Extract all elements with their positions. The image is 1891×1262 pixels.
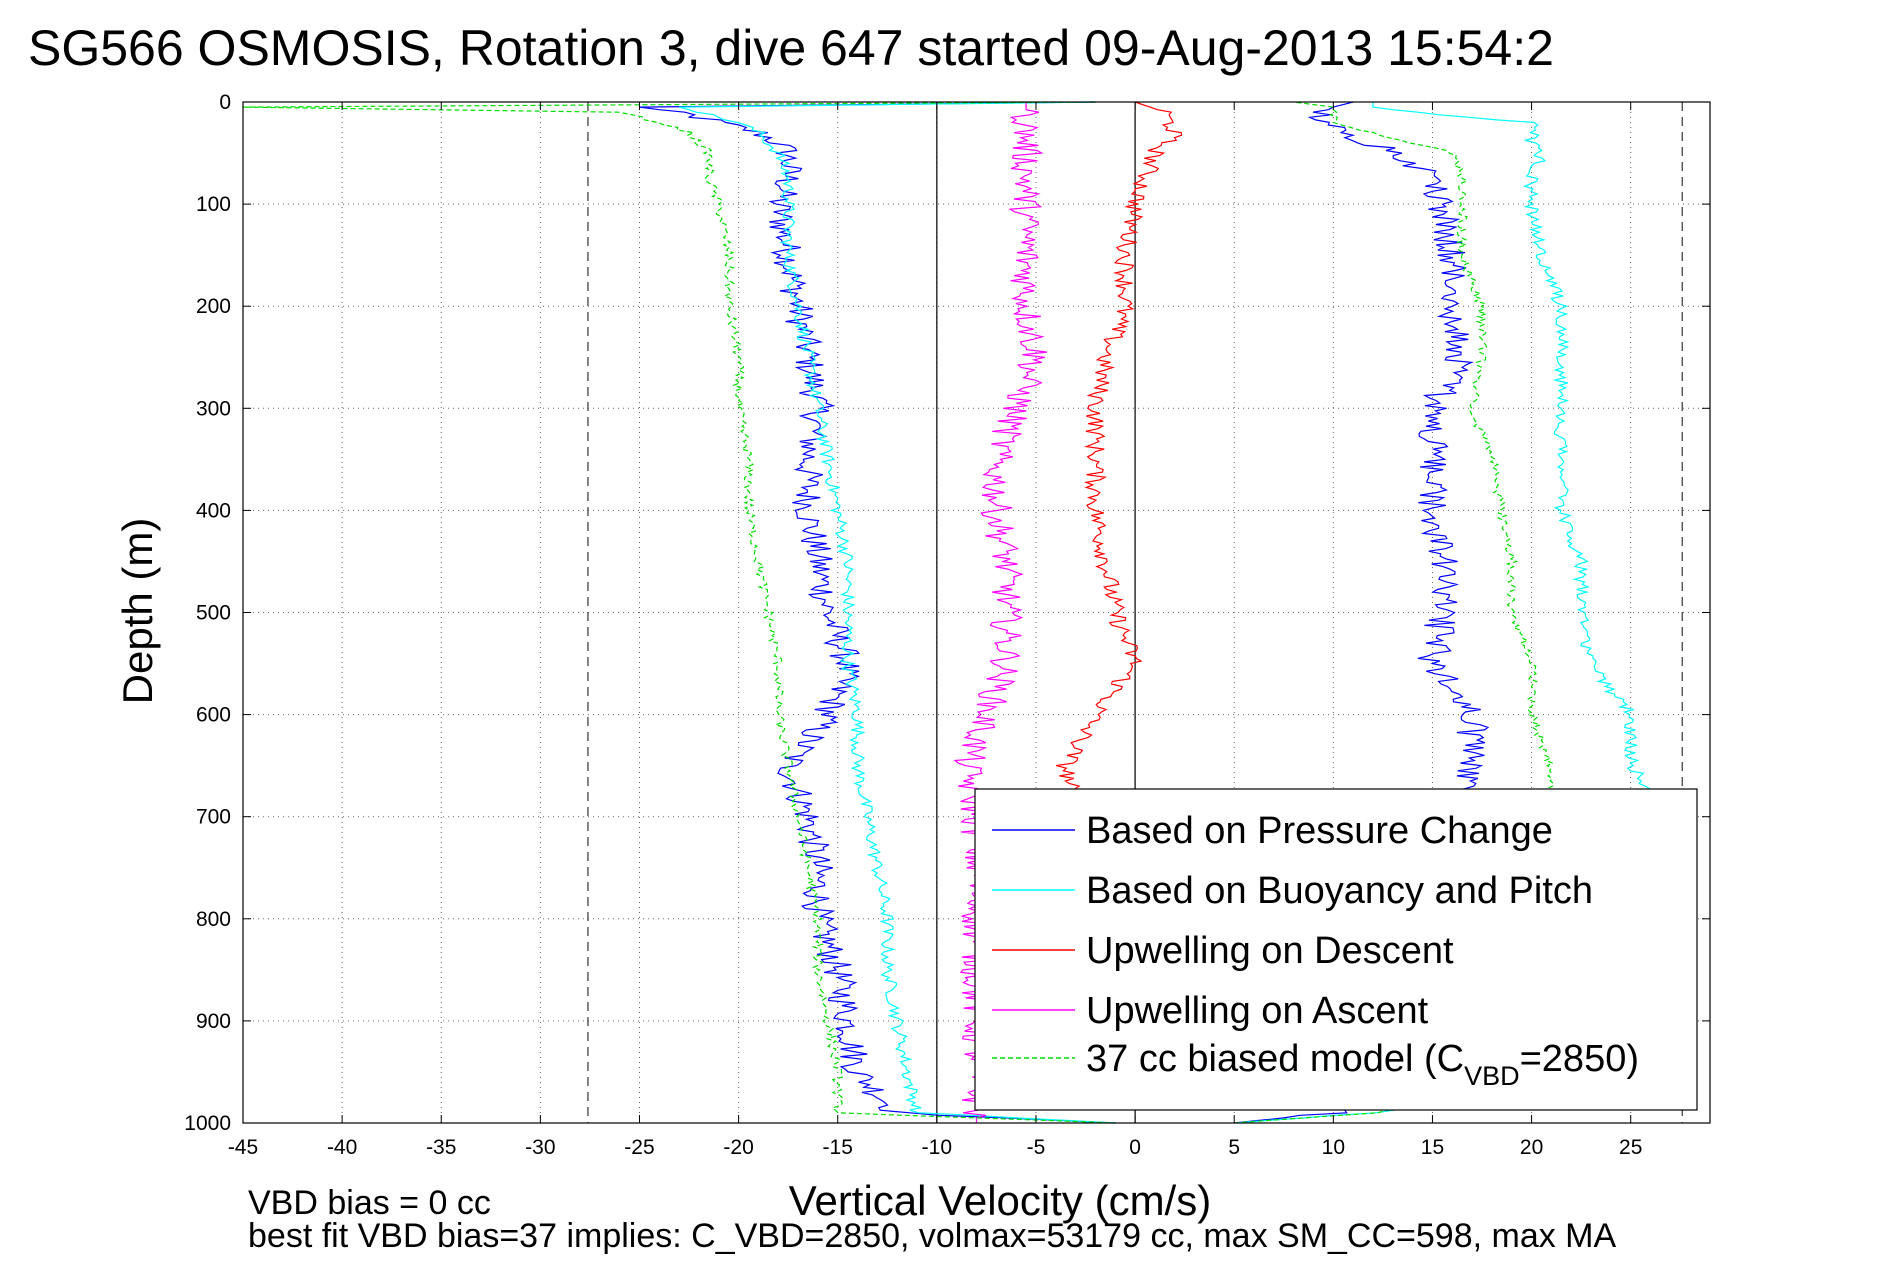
- y-tick-label: 500: [196, 602, 231, 625]
- legend: Based on Pressure Change Based on Buoyanc…: [974, 788, 1698, 1111]
- x-axis-ticks: -45 -40 -35 -30 -25 -20 -15 -10 -5 0 5 10 15 20 25: [228, 102, 1642, 1159]
- y-tick-label: 700: [196, 806, 231, 829]
- x-tick-label: -25: [624, 1136, 654, 1159]
- footer-line-2: best fit VBD bias=37 implies: C_VBD=2850…: [248, 1217, 1617, 1255]
- x-tick-label: -10: [922, 1136, 952, 1159]
- series-line-descent: [1055, 101, 1183, 920]
- y-axis-label: Depth (m): [114, 518, 161, 705]
- y-tick-label: 100: [196, 193, 231, 216]
- series-line-descent: [678, 101, 1116, 1124]
- y-tick-label: 800: [196, 908, 231, 931]
- y-tick-label: 600: [196, 704, 231, 727]
- x-tick-label: -35: [426, 1136, 456, 1159]
- x-tick-label: -5: [1027, 1136, 1046, 1159]
- legend-suffix: =2850): [1520, 1038, 1639, 1080]
- series-line-descent: [242, 101, 1116, 1124]
- y-tick-label: 0: [219, 91, 231, 114]
- x-tick-label: -15: [823, 1136, 853, 1159]
- series-line-descent: [639, 101, 1116, 1124]
- x-tick-label: -30: [525, 1136, 555, 1159]
- x-tick-label: 5: [1228, 1136, 1240, 1159]
- legend-subscript: VBD: [1464, 1061, 1520, 1091]
- x-axis-label: Vertical Velocity (cm/s): [789, 1177, 1211, 1224]
- y-tick-label: 200: [196, 295, 231, 318]
- y-tick-label: 400: [196, 499, 231, 522]
- x-tick-label: -20: [723, 1136, 753, 1159]
- x-tick-label: -45: [228, 1136, 258, 1159]
- series-2: [1055, 101, 1183, 920]
- x-tick-label: 10: [1322, 1136, 1345, 1159]
- y-tick-label: 1000: [184, 1112, 231, 1135]
- y-axis-ticks: 0 100 200 300 400 500 600 700 800 900 1000: [184, 91, 1710, 1135]
- legend-box: [974, 788, 1698, 1111]
- legend-label: Upwelling on Ascent: [1086, 990, 1429, 1032]
- chart-title: SG566 OSMOSIS, Rotation 3, dive 647 star…: [28, 20, 1554, 76]
- y-tick-label: 300: [196, 397, 231, 420]
- x-tick-label: 20: [1520, 1136, 1543, 1159]
- x-tick-label: 0: [1129, 1136, 1141, 1159]
- footer-line-1: VBD bias = 0 cc: [248, 1184, 491, 1222]
- y-tick-label: 900: [196, 1010, 231, 1033]
- legend-label: Based on Buoyancy and Pitch: [1086, 870, 1593, 912]
- x-tick-label: -40: [327, 1136, 357, 1159]
- x-tick-label: 15: [1421, 1136, 1444, 1159]
- x-tick-label: 25: [1619, 1136, 1642, 1159]
- legend-label: Based on Pressure Change: [1086, 810, 1553, 852]
- legend-label: Upwelling on Descent: [1086, 930, 1454, 972]
